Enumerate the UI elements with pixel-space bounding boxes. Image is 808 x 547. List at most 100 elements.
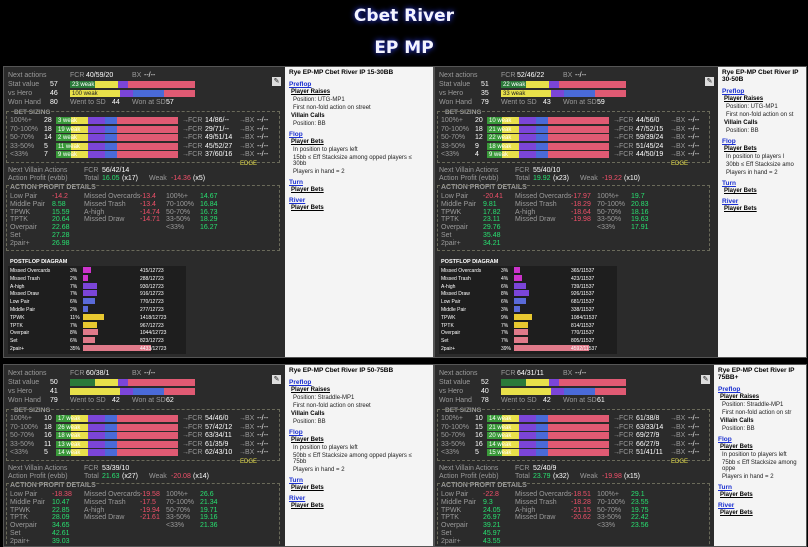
apd-size-value: 21.36	[200, 522, 218, 530]
stat-value-bar-seg	[548, 379, 559, 386]
sizing-bx-value: --/--	[257, 449, 269, 456]
sizing-bar-seg	[70, 134, 88, 141]
vs-hero-label: vs Hero	[439, 388, 464, 395]
player-bets-river-link[interactable]: Player Bets	[724, 206, 757, 212]
edit-icon[interactable]: ✎	[272, 375, 281, 384]
sizing-bar	[487, 151, 609, 158]
sizing-range: <33%	[441, 449, 460, 456]
player-raises-link[interactable]: Player Raises	[291, 387, 331, 393]
nv-weak-count: (x10)	[624, 175, 640, 182]
sizing-range: <33%	[10, 449, 29, 456]
player-bets-turn-link[interactable]: Player Bets	[291, 485, 324, 491]
edit-icon[interactable]: ✎	[701, 375, 710, 384]
postflop-row-count: 814/11537	[571, 322, 595, 329]
postflop-row-count: 1418/12723	[140, 314, 167, 321]
sizing-fcr-label: FCR	[188, 449, 203, 456]
sizing-bx-value: --/--	[257, 432, 269, 439]
sizing-bar-seg	[501, 449, 519, 456]
sizing-bx-value: --/--	[257, 117, 269, 124]
won-hand-value: 78	[481, 397, 489, 404]
vs-hero-bar-seg	[594, 90, 626, 97]
filter-panel-title: Rye EP-MP Cbet River IP 15-30BB	[289, 69, 394, 76]
arrow: →	[670, 415, 677, 422]
bet-sizing-label: BET SIZING	[445, 109, 482, 116]
next-actions-label: Next actions	[439, 72, 478, 79]
apd-miss-value: -18.64	[571, 208, 591, 216]
sizing-bx-label: BX	[245, 134, 255, 141]
sizing-bar-seg	[87, 151, 105, 158]
apd-size-label: 33-50%	[166, 216, 191, 224]
sizing-bar-seg	[501, 125, 519, 133]
sizing-bar-seg	[87, 415, 105, 422]
nv-fcr-label: FCR	[84, 465, 99, 472]
arrow: →	[613, 432, 620, 439]
player-bets-flop-link[interactable]: Player Bets	[720, 444, 753, 450]
stat-value-bar	[501, 379, 626, 386]
nv-total-count: (x17)	[122, 175, 138, 182]
player-bets-river-link[interactable]: Player Bets	[291, 205, 324, 211]
sizing-bar-seg	[487, 449, 502, 456]
sizing-bar-seg	[547, 423, 609, 431]
sizing-weak-tag: 11 weak	[58, 143, 80, 150]
postflop-row-pct: 7%	[501, 330, 509, 337]
edit-icon[interactable]: ✎	[705, 77, 714, 86]
player-bets-river-link[interactable]: Player Bets	[720, 510, 753, 516]
sizing-fcr-label: FCR	[188, 151, 203, 158]
sizing-fcr-value: 63/34/11	[205, 432, 232, 439]
player-bets-turn-link[interactable]: Player Bets	[724, 188, 757, 194]
nv-total-value: 23.79	[533, 473, 551, 480]
player-bets-turn-link[interactable]: Player Bets	[291, 187, 324, 193]
sizing-bar	[56, 440, 178, 448]
player-raises-link[interactable]: Player Raises	[720, 394, 760, 400]
bet-sizing-frame	[6, 409, 280, 461]
player-raises-link[interactable]: Player Raises	[724, 96, 764, 102]
vs-hero-bar-seg	[70, 90, 120, 97]
sizing-fcr-label: FCR	[619, 125, 634, 133]
won-hand-value: 79	[50, 397, 58, 404]
player-bets-flop-link[interactable]: Player Bets	[291, 139, 324, 145]
player-bets-turn-link[interactable]: Player Bets	[720, 492, 753, 498]
sizing-bar-seg	[535, 415, 548, 422]
villain-calls-link[interactable]: Villain Calls	[724, 120, 758, 126]
postflop-row-count: 288/12723	[140, 275, 164, 282]
stat-value-bar	[501, 81, 626, 88]
fcr-label: FCR	[70, 370, 85, 377]
sizing-fcr-value: 29/71/--	[205, 125, 230, 133]
nv-fcr-value: 56/42/14	[102, 167, 130, 174]
arrow: →	[670, 117, 677, 124]
player-bets-flop-link[interactable]: Player Bets	[291, 437, 324, 443]
vs-hero-bar-seg	[120, 90, 133, 97]
postflop-row-label: Missed Trash	[10, 275, 40, 282]
sizing-range: 70-100%	[10, 423, 39, 431]
postflop-row-count: 805/11537	[571, 338, 595, 345]
player-bets-flop-link[interactable]: Player Bets	[724, 146, 757, 152]
apd-miss-value: -17.97	[571, 193, 591, 200]
postflop-row-count: 823/12723	[140, 338, 164, 345]
filter-panel-title: Rye EP-MP Cbet River IP 75BB+	[718, 367, 795, 381]
postflop-row-bar	[514, 290, 529, 297]
player-bets-river-link[interactable]: Player Bets	[291, 503, 324, 509]
villain-calls-link[interactable]: Villain Calls	[291, 113, 325, 119]
sizing-fcr-label: FCR	[188, 423, 203, 431]
sizing-bar-seg	[487, 415, 502, 422]
sizing-count: 15	[475, 423, 483, 431]
went-to-sd-label: Went to SD	[501, 397, 537, 404]
apd-size-value: 20.83	[631, 200, 649, 208]
went-to-sd-value: 43	[543, 99, 551, 106]
postflop-row-pct: 39%	[501, 346, 512, 352]
player-raises-link[interactable]: Player Raises	[291, 89, 331, 95]
postflop-row-count: 415/12723	[140, 268, 164, 274]
villain-calls-link[interactable]: Villain Calls	[291, 411, 325, 417]
sizing-bar-seg	[70, 423, 88, 431]
bet-sizing-frame	[6, 111, 280, 163]
apd-size-label: <33%	[597, 522, 616, 530]
sizing-bar	[56, 449, 178, 456]
villain-calls-link[interactable]: Villain Calls	[720, 418, 754, 424]
sizing-bar-seg	[70, 432, 88, 439]
stat-value-bar-seg	[95, 379, 118, 386]
edit-icon[interactable]: ✎	[272, 77, 281, 86]
sizing-bar-seg	[70, 440, 88, 448]
sizing-bar-seg	[56, 440, 71, 448]
action-profit-details-label: ACTION PROFIT DETAILS	[441, 482, 527, 489]
apd-hand-label: Middle Pair	[10, 200, 46, 208]
